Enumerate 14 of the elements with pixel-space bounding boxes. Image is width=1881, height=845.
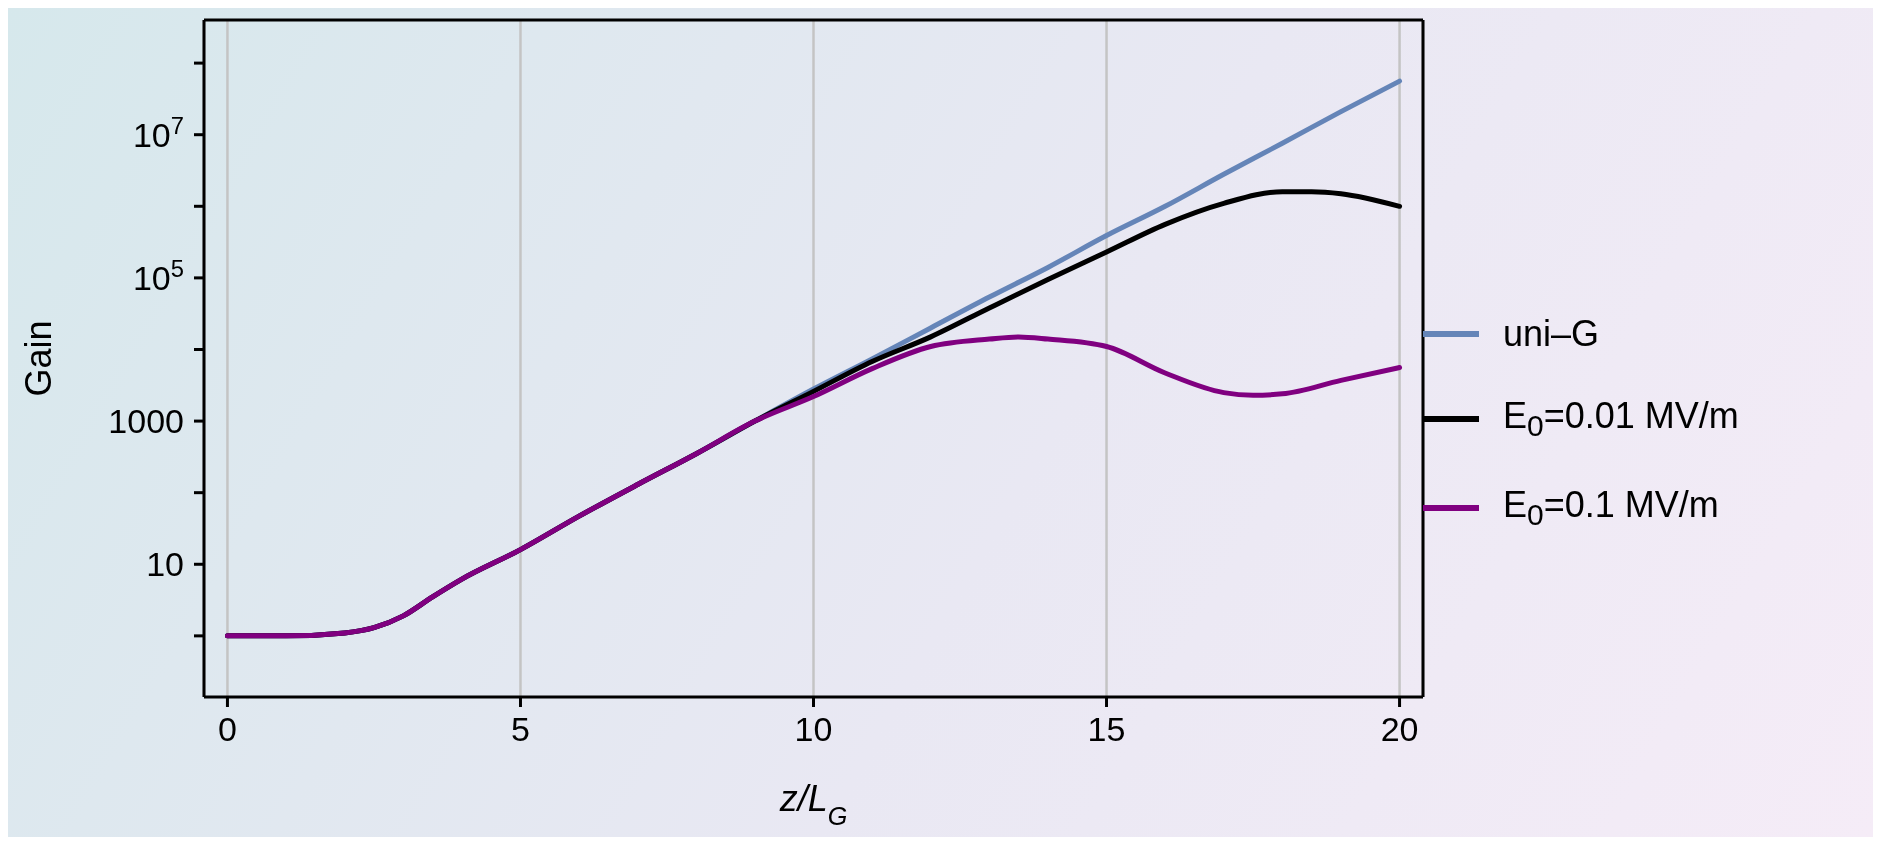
x-tick-label: 10	[794, 710, 833, 748]
x-tick-label: 15	[1087, 710, 1126, 748]
y-tick-label: 10	[146, 545, 184, 584]
y-tick-label: 10$^{5}$	[132, 254, 184, 297]
y-tick-label: 1000	[108, 401, 184, 440]
x-tick-label: 5	[511, 710, 530, 748]
legend-label: uni–G	[1503, 313, 1600, 356]
legend-label: E$_{0}$=0.1 MV/m	[1503, 483, 1719, 532]
x-tick-label: 0	[217, 710, 237, 748]
y-axis-title: Gain	[17, 320, 59, 397]
x-axis-title: z/L$_{G}$	[778, 778, 848, 830]
x-tick-label: 20	[1380, 710, 1419, 748]
legend-label: E$_{0}$=0.01 MV/m	[1503, 395, 1739, 444]
y-tick-label: 10$^{7}$	[132, 111, 184, 154]
